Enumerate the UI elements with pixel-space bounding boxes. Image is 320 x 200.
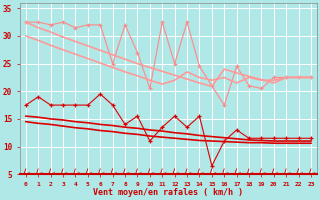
X-axis label: Vent moyen/en rafales ( km/h ): Vent moyen/en rafales ( km/h ) [93,188,244,197]
